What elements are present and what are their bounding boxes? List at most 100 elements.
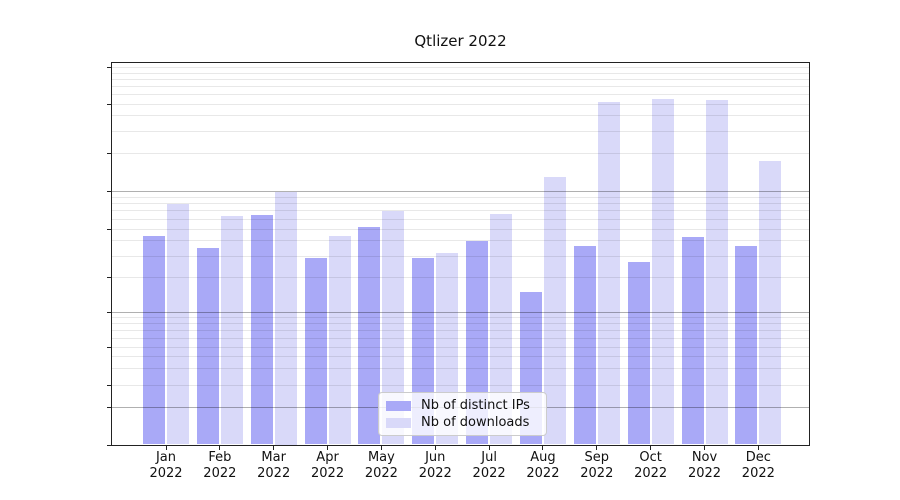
legend-swatch-distinct-ips [386,400,411,411]
bar-oct-nb-of-downloads [651,98,674,445]
y-tick-mark [107,228,111,230]
gridline-minor [112,240,809,242]
legend-label-distinct-ips: Nb of distinct IPs [421,398,530,413]
plot-frame [111,62,810,446]
x-tick-label: Jun 2022 [419,450,452,482]
gridline-minor [112,228,809,230]
gridline-minor [112,130,809,132]
gridline-minor [112,67,809,68]
x-tick-mark [542,446,544,450]
gridline-minor [112,218,809,220]
gridline-minor [112,255,809,257]
gridline-minor [112,385,809,387]
x-tick-year: 2022 [418,466,452,481]
x-tick-year: 2022 [364,466,398,481]
gridline-minor [112,72,809,74]
gridline-minor [112,85,809,87]
bar-apr-nb-of-downloads [328,235,351,445]
gridline-major [112,191,809,192]
x-tick-year: 2022 [687,466,722,481]
bar-mar-nb-of-distinct-ips [250,214,273,445]
x-tick-year: 2022 [634,466,668,481]
gridline-minor [112,115,809,117]
x-tick-year: 2022 [149,466,183,481]
x-tick-mark [650,446,652,450]
x-tick-year: 2022 [311,466,345,481]
gridline-minor [112,322,809,324]
y-tick-mark [107,445,111,446]
legend-item-downloads: Nb of downloads [386,415,539,430]
legend-label-downloads: Nb of downloads [421,415,530,430]
y-tick-mark [107,67,111,68]
x-tick-year: 2022 [472,466,506,481]
legend-swatch-downloads [386,417,411,428]
y-tick-mark [107,152,111,154]
gridline-minor [112,210,809,212]
bar-dec-nb-of-downloads [759,161,782,445]
gridline-minor [112,346,809,348]
bar-jul-nb-of-downloads [490,213,513,445]
gridline-minor [112,103,809,105]
bar-nov-nb-of-downloads [705,99,728,445]
gridline-minor [112,329,809,331]
chart-title: Qtlizer 2022 [414,32,507,50]
bar-may-nb-of-downloads [382,210,405,445]
x-tick-label: Oct 2022 [634,450,667,482]
x-tick-label: Jul 2022 [473,450,506,482]
bar-sep-nb-of-distinct-ips [573,246,596,445]
x-tick-mark [327,446,329,450]
bar-mar-nb-of-downloads [274,191,297,445]
x-tick-month: Feb [208,450,232,465]
x-tick-year: 2022 [741,466,775,481]
x-tick-mark [488,446,490,450]
x-tick-mark [757,446,759,450]
gridline-minor [112,337,809,339]
bar-jan-nb-of-distinct-ips [143,235,165,445]
x-tick-label: Apr 2022 [311,450,344,482]
x-tick-month: May [367,450,395,465]
x-tick-label: Aug 2022 [526,450,559,482]
x-tick-label: Feb 2022 [203,450,236,482]
x-tick-month: Sep [584,450,610,465]
x-tick-year: 2022 [257,466,291,481]
bar-aug-nb-of-downloads [543,176,566,445]
gridline-minor [112,356,809,358]
x-tick-month: Jun [425,450,446,465]
x-tick-label: Nov 2022 [688,450,721,482]
bar-feb-nb-of-distinct-ips [196,247,219,445]
gridline-minor [112,277,809,278]
y-tick-mark [107,385,111,387]
x-tick-month: Dec [745,450,771,465]
x-tick-month: Nov [691,450,718,465]
x-tick-month: Apr [316,450,339,465]
y-tick-mark [107,191,111,192]
bar-dec-nb-of-distinct-ips [735,246,758,445]
bar-jan-nb-of-downloads [167,203,189,445]
x-tick-month: Aug [530,450,556,465]
bar-feb-nb-of-downloads [220,215,243,445]
bar-apr-nb-of-distinct-ips [304,257,327,445]
x-tick-mark [704,446,705,450]
x-tick-label: Jan 2022 [149,450,182,482]
gridline-minor [112,78,809,80]
gridline-minor [112,196,809,198]
legend: Nb of distinct IPs Nb of downloads [378,392,547,436]
x-tick-label: Sep 2022 [580,450,613,482]
x-tick-year: 2022 [580,466,614,481]
y-tick-mark [107,346,111,348]
y-tick-mark [107,277,111,278]
x-tick-month: Jul [481,450,497,465]
x-tick-year: 2022 [203,466,237,481]
bar-nov-nb-of-distinct-ips [681,236,704,445]
x-tick-mark [273,446,275,450]
bar-oct-nb-of-distinct-ips [627,261,650,445]
x-tick-label: May 2022 [365,450,398,482]
y-tick-mark [107,406,111,408]
x-tick-mark [596,446,598,450]
legend-item-distinct-ips: Nb of distinct IPs [386,398,539,413]
x-tick-label: Dec 2022 [742,450,775,482]
x-tick-mark [380,446,382,450]
y-tick-mark [107,311,111,313]
gridline-minor [112,203,809,205]
